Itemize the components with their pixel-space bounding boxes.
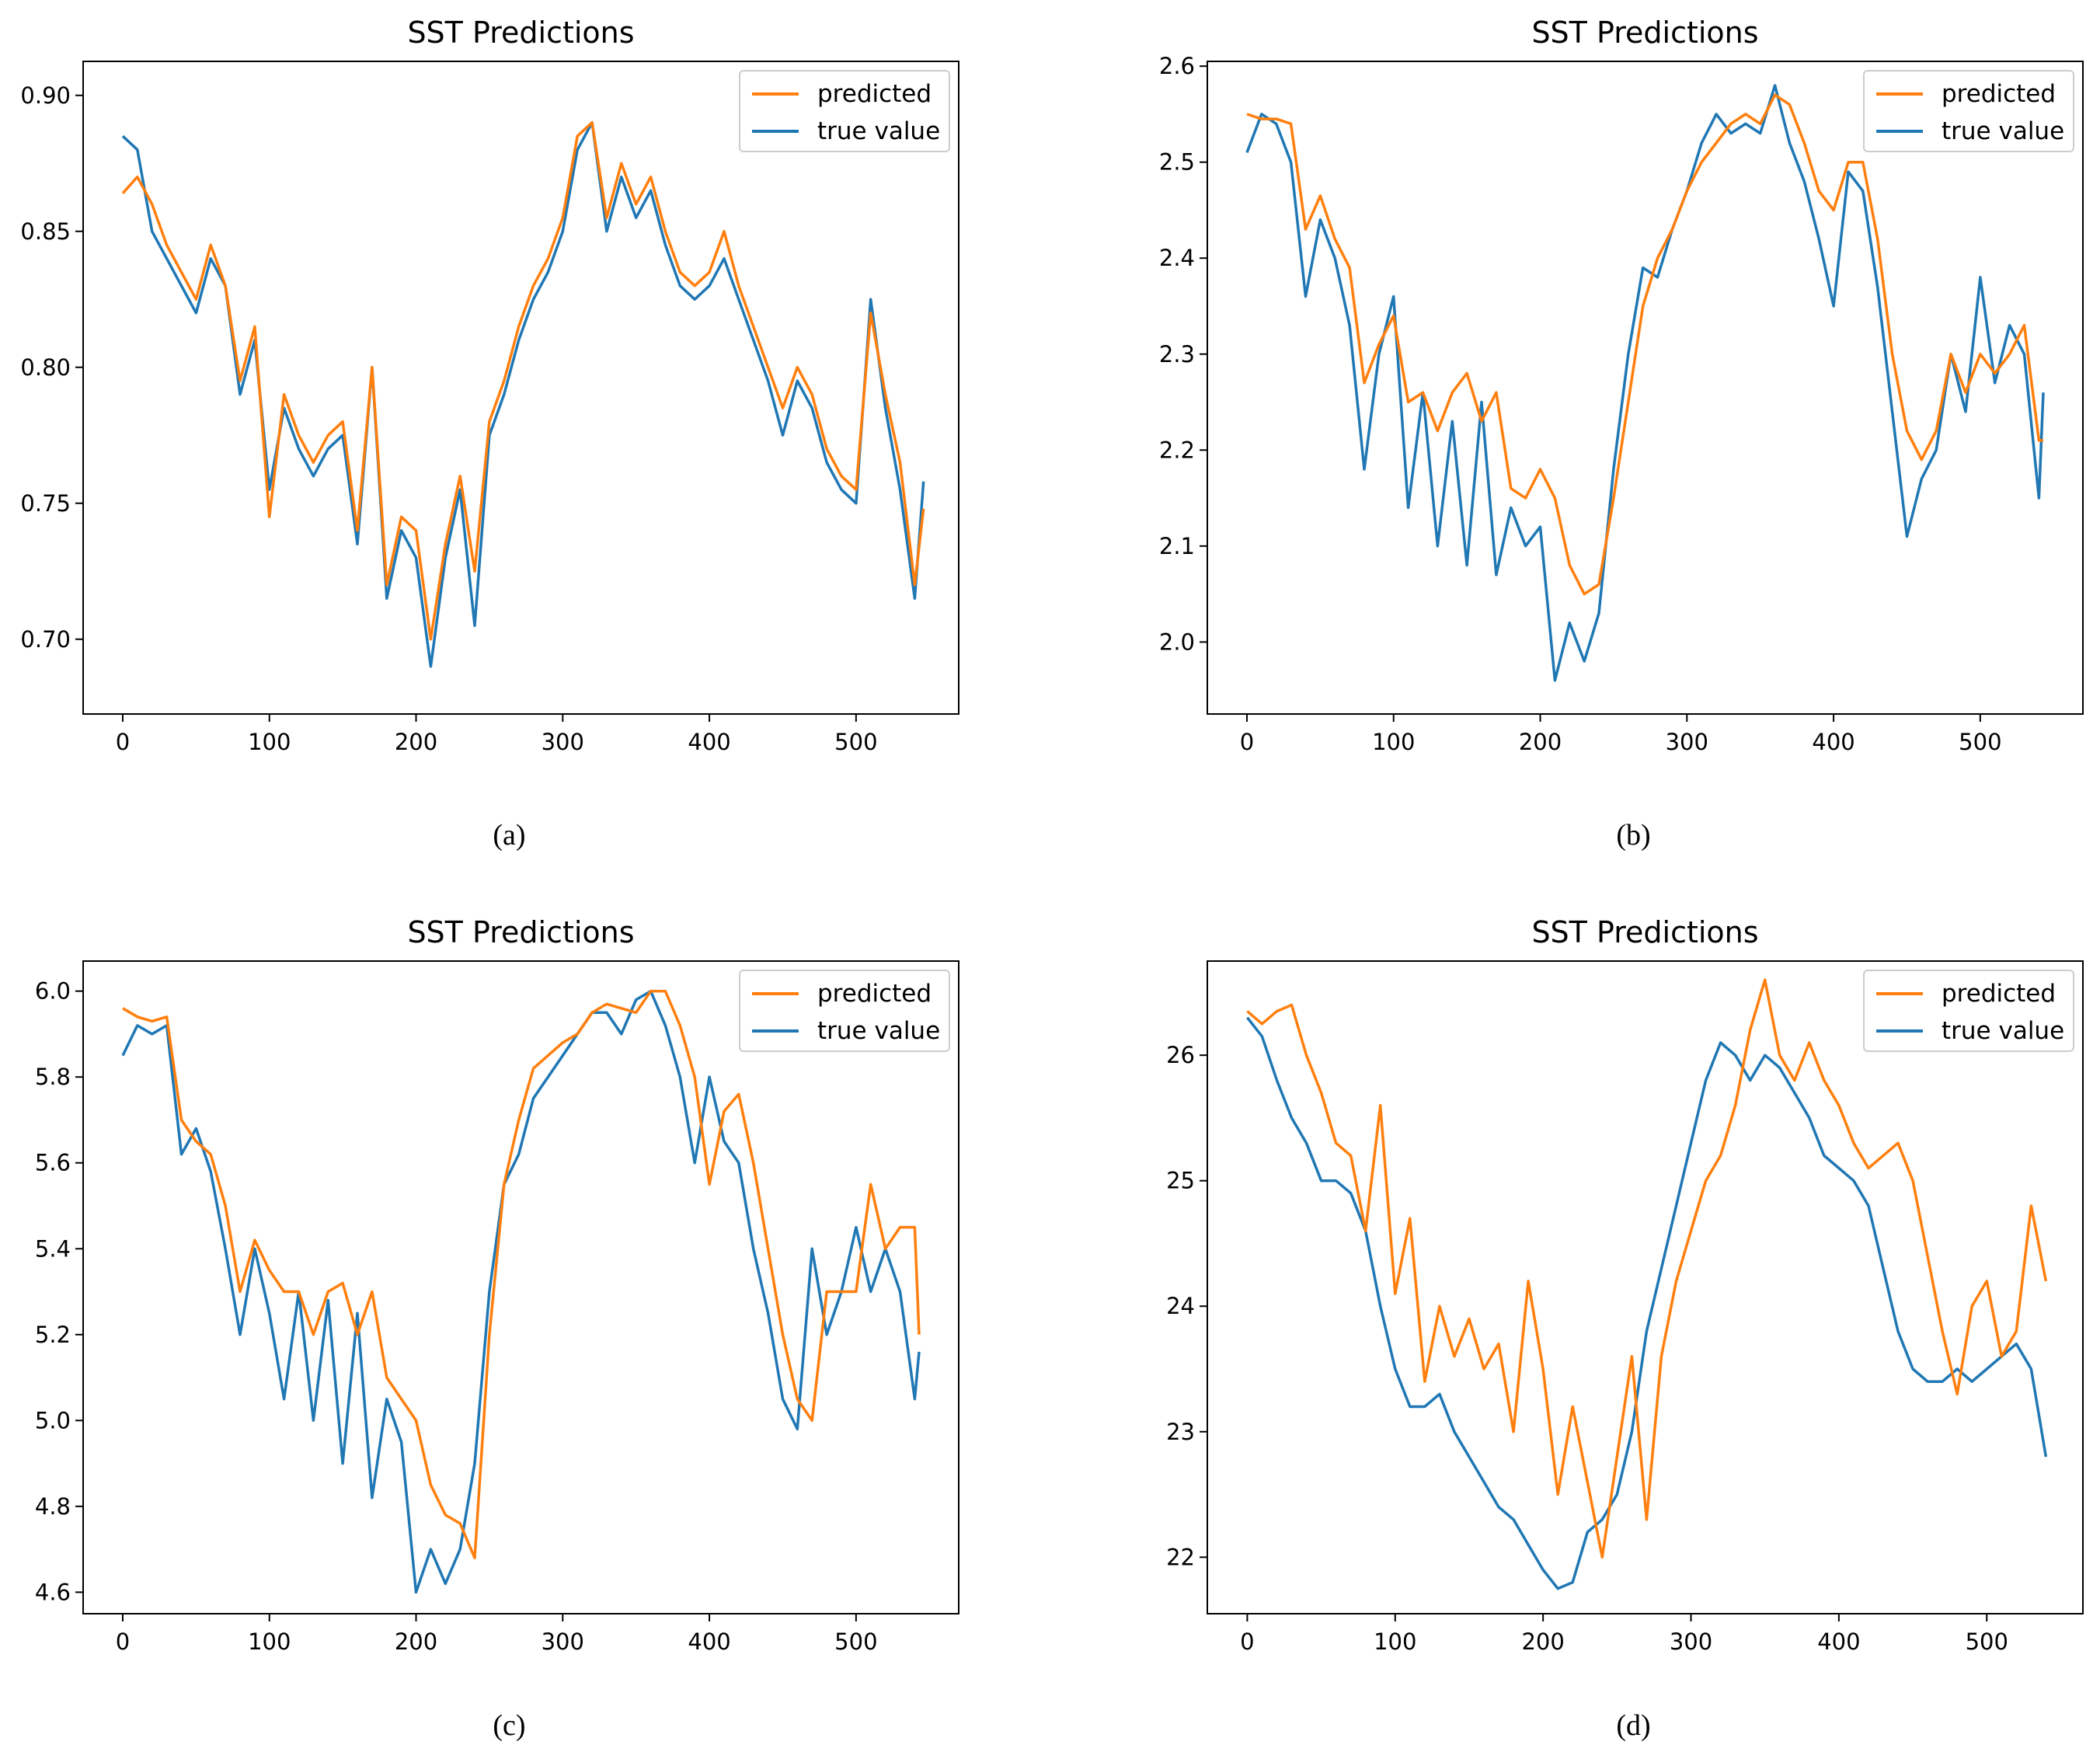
x-tick-label: 100 [1374, 1628, 1416, 1655]
x-tick-label: 0 [116, 1628, 130, 1655]
y-tick-label: 2.4 [1159, 245, 1195, 271]
chart-title: SST Predictions [407, 915, 634, 949]
y-tick-label: 26 [1166, 1042, 1195, 1068]
chart-panel-4: SST Predictions 0 100 200 300 400 500 22 23 24 25 2… [1166, 915, 2084, 1742]
y-tick-label: 5.4 [35, 1235, 71, 1262]
y-tick-label: 2.5 [1159, 149, 1195, 176]
series-line-true-value [121, 120, 925, 668]
chart-title: SST Predictions [407, 16, 634, 50]
y-tick-label: 2.3 [1159, 341, 1195, 367]
legend-label: true value [1942, 117, 2064, 145]
x-tick-label: 0 [1240, 729, 1254, 755]
y-tick-label: 5.8 [35, 1064, 71, 1090]
x-tick-label: 100 [1372, 729, 1415, 755]
y-tick-label: 0.90 [20, 82, 71, 109]
y-tick-label: 4.6 [35, 1579, 71, 1605]
y-tick-label: 0.85 [20, 218, 71, 245]
x-tick-label: 300 [1666, 729, 1708, 755]
y-tick-label: 22 [1166, 1544, 1195, 1570]
x-tick-label: 300 [542, 1628, 584, 1655]
x-tick-label: 100 [248, 1628, 291, 1655]
y-tick-label: 24 [1166, 1293, 1195, 1319]
plot-frame [82, 960, 959, 1614]
y-tick-label: 2.6 [1159, 53, 1195, 79]
chart-panel-2: SST Predictions 0 100 200 300 400 500 2.0 2.1 2.2… [1159, 16, 2084, 852]
series-line-true-value [1246, 1016, 2048, 1590]
series-line-predicted [121, 120, 925, 641]
x-tick-label: 400 [688, 1628, 730, 1655]
y-tick-label: 2.2 [1159, 437, 1195, 463]
y-tick-label: 2.1 [1159, 533, 1195, 559]
plot-frame [1207, 61, 2084, 715]
x-tick-label: 200 [395, 729, 437, 755]
legend: predicted true value [1863, 70, 2074, 152]
y-tick-label: 6.0 [35, 978, 71, 1005]
chart-panel-1: SST Predictions 0 100 200 300 400 500 0.70 0.75 0… [20, 16, 959, 852]
x-tick-label: 100 [248, 729, 291, 755]
series-line-predicted [122, 989, 921, 1559]
legend-label: true value [817, 117, 940, 145]
x-tick-label: 500 [834, 729, 877, 755]
x-tick-label: 400 [688, 729, 730, 755]
panel-caption: (d) [1616, 1709, 1650, 1742]
y-tick-label: 5.0 [35, 1407, 71, 1433]
y-tick-label: 5.2 [35, 1322, 71, 1348]
plot-frame [82, 61, 959, 715]
x-tick-label: 300 [542, 729, 584, 755]
legend-label: predicted [1942, 80, 2056, 108]
y-tick-label: 0.80 [20, 354, 71, 381]
legend: predicted true value [739, 70, 950, 152]
panel-caption: (a) [493, 819, 525, 852]
x-tick-label: 200 [1519, 729, 1562, 755]
legend-label: predicted [817, 980, 932, 1008]
x-tick-label: 400 [1817, 1628, 1860, 1655]
y-tick-label: 5.6 [35, 1150, 71, 1176]
panel-caption: (b) [1616, 819, 1650, 852]
y-tick-label: 0.70 [20, 626, 71, 653]
series-line-true-value [121, 989, 921, 1594]
legend-label: true value [1942, 1017, 2064, 1045]
x-tick-label: 500 [1966, 1628, 2008, 1655]
legend-label: true value [817, 1017, 940, 1045]
y-tick-label: 4.8 [35, 1493, 71, 1520]
series-line-predicted [1246, 93, 2043, 596]
legend-label: predicted [1942, 980, 2056, 1008]
panel-caption: (c) [493, 1709, 525, 1742]
x-tick-label: 200 [1521, 1628, 1564, 1655]
legend: predicted true value [1863, 970, 2074, 1052]
x-tick-label: 500 [834, 1628, 877, 1655]
x-tick-label: 0 [1240, 1628, 1254, 1655]
y-tick-label: 2.0 [1159, 629, 1195, 655]
chart-title: SST Predictions [1531, 915, 1758, 949]
x-tick-label: 200 [395, 1628, 437, 1655]
x-tick-label: 0 [116, 729, 130, 755]
x-tick-label: 500 [1959, 729, 2001, 755]
x-tick-label: 300 [1670, 1628, 1712, 1655]
series-line-predicted [1246, 978, 2048, 1559]
plot-frame [1207, 960, 2084, 1614]
legend-label: predicted [817, 80, 932, 108]
legend: predicted true value [739, 970, 950, 1052]
y-tick-label: 0.75 [20, 490, 71, 517]
y-tick-label: 25 [1166, 1168, 1195, 1194]
chart-panel-3: SST Predictions 0 100 200 300 400 500 4.6 4.8 5.0… [35, 915, 959, 1742]
y-tick-label: 23 [1166, 1419, 1195, 1445]
x-tick-label: 400 [1812, 729, 1854, 755]
series-line-true-value [1245, 84, 2045, 682]
chart-title: SST Predictions [1531, 16, 1758, 50]
